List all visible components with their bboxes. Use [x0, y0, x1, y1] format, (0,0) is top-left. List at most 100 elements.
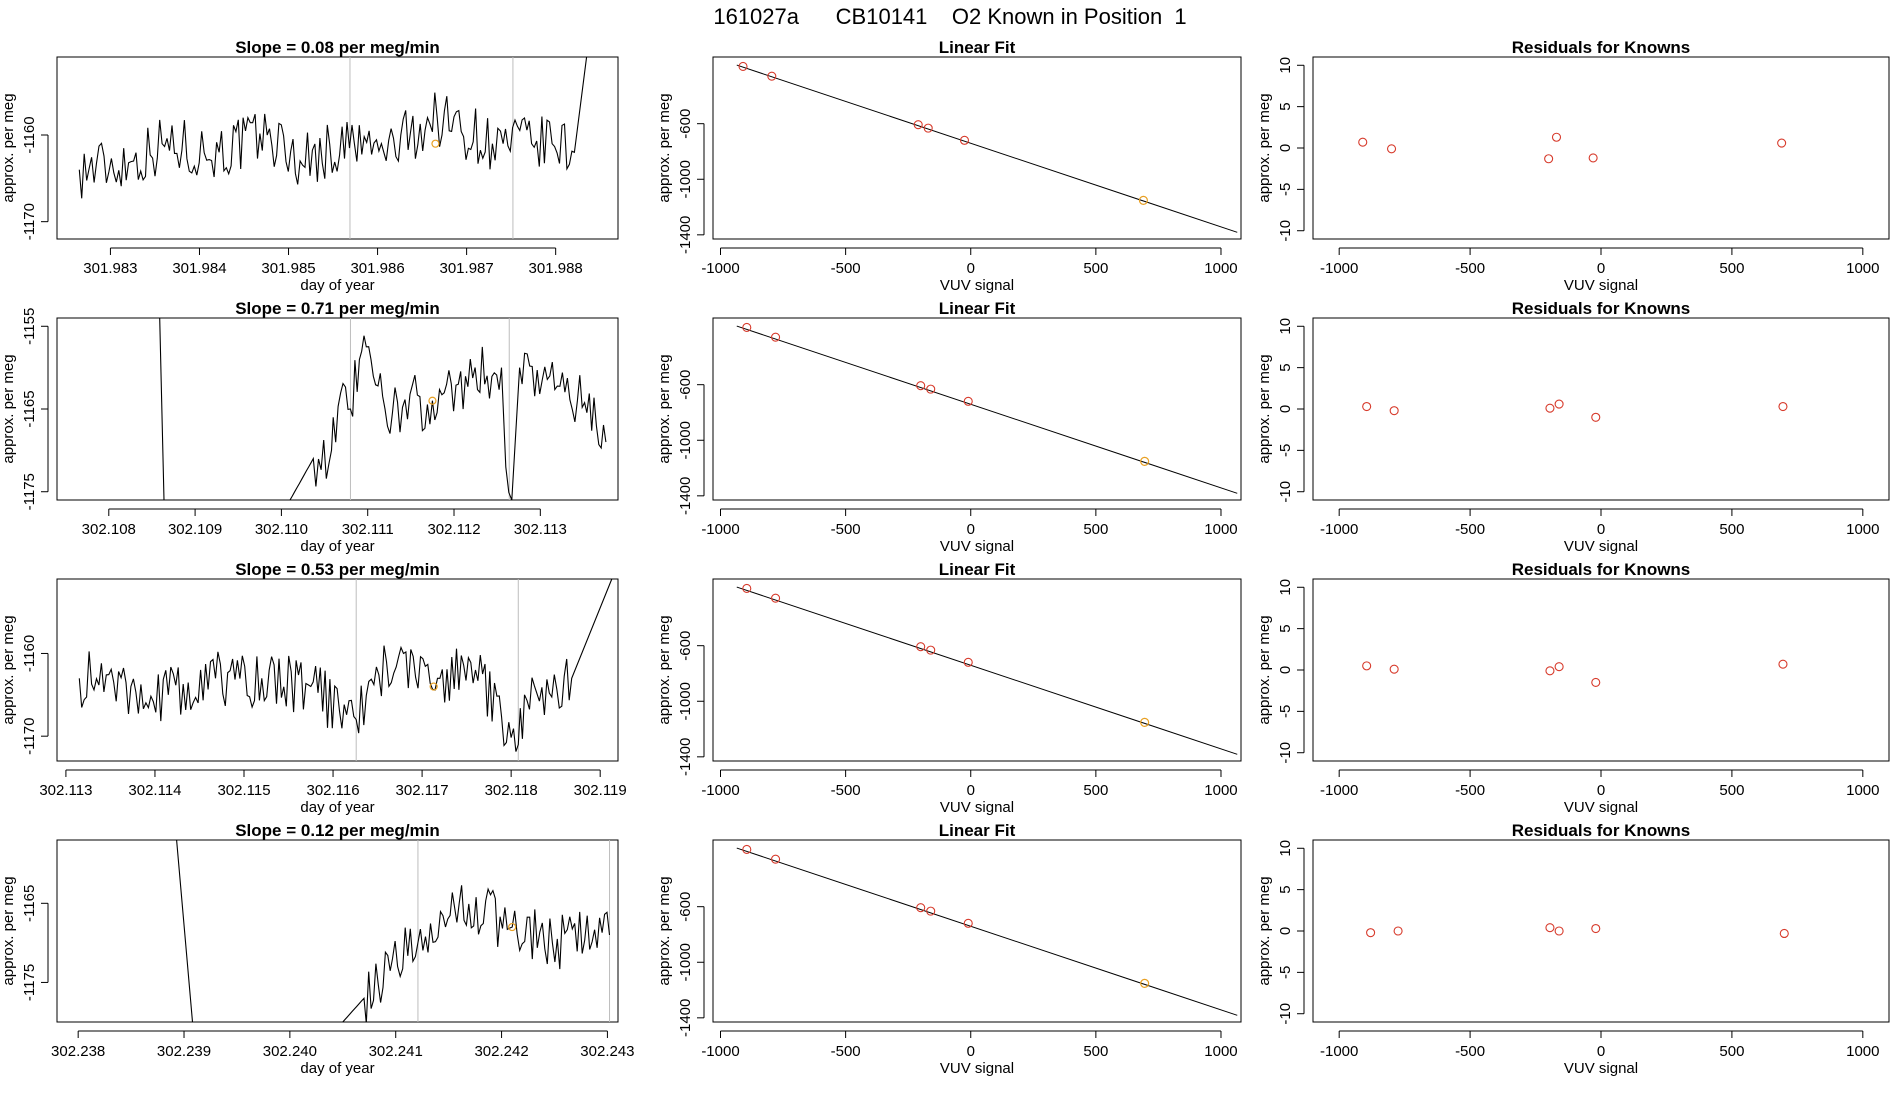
- x-tick-label: 302.112: [427, 521, 480, 538]
- y-tick-label: -1170: [21, 203, 38, 240]
- chart-panel-5: Linear Fit -1000 -500 0 500 1000 VUV signal -14…: [656, 299, 1242, 555]
- x-axis-label: VUV signal: [1564, 538, 1638, 555]
- y-tick-label: 0: [1277, 927, 1294, 935]
- chart-panel-8: Linear Fit -1000 -500 0 500 1000 VUV signal -14…: [656, 560, 1242, 816]
- chart-panel-6: Residuals for Knowns -1000 -500 0 500 1000 VUV…: [1256, 299, 1890, 555]
- data-layer: [736, 322, 1238, 494]
- x-tick-label: 302.116: [306, 782, 359, 799]
- y-axis-label: approx. per meg: [656, 876, 673, 985]
- y-tick-label: 5: [1277, 102, 1294, 110]
- x-tick-label: 302.115: [217, 782, 270, 799]
- chart-title: Slope = 0.12 per meg/min: [235, 821, 440, 840]
- y-axis-label: approx. per meg: [1256, 354, 1273, 463]
- y-axis-label: approx. per meg: [0, 93, 17, 202]
- known-point: [963, 918, 973, 928]
- x-tick-label: 500: [1083, 782, 1108, 799]
- x-tick-label: -1000: [1320, 521, 1358, 538]
- chart-title: Linear Fit: [939, 821, 1016, 840]
- current-marker: [431, 139, 440, 148]
- x-tick-label: 1000: [1204, 521, 1237, 538]
- x-tick-label: 302.113: [39, 782, 92, 799]
- x-tick-label: 302.119: [574, 782, 627, 799]
- y-axis-label: approx. per meg: [0, 876, 17, 985]
- plot-frame: [1312, 578, 1890, 762]
- y-tick-label: -1175: [21, 964, 38, 1001]
- plot-frame: [1312, 839, 1890, 1023]
- current-point: [1140, 717, 1150, 727]
- data-layer: [1362, 659, 1788, 687]
- y-tick-label: -5: [1277, 444, 1294, 457]
- x-tick-label: 302.110: [255, 521, 308, 538]
- known-point: [742, 583, 752, 593]
- residual-point: [1778, 659, 1788, 669]
- x-tick-label: 302.114: [128, 782, 181, 799]
- y-tick-label: -1400: [677, 999, 694, 1037]
- chart-panel-7: Slope = 0.53 per meg/min 302.113 302.114 30…: [0, 560, 627, 816]
- x-tick-label: -1000: [701, 1043, 739, 1060]
- x-axis-label: VUV signal: [1564, 799, 1638, 816]
- known-point: [926, 906, 936, 916]
- series-line-trace: [78, 57, 588, 199]
- series-line-trace: [176, 840, 611, 1022]
- current-point: [1138, 195, 1149, 205]
- data-layer: [1358, 132, 1787, 164]
- residual-point: [1386, 144, 1397, 154]
- x-tick-label: 0: [967, 1043, 975, 1060]
- data-layer: [736, 61, 1238, 233]
- chart-title: Slope = 0.53 per meg/min: [235, 560, 440, 579]
- chart-title: Slope = 0.08 per meg/min: [235, 38, 440, 57]
- current-marker: [429, 682, 438, 691]
- x-tick-label: -1000: [1320, 1043, 1358, 1060]
- residual-point: [1358, 137, 1368, 147]
- x-tick-label: -1000: [1320, 260, 1358, 277]
- x-tick-label: 500: [1083, 1043, 1108, 1060]
- known-point: [916, 642, 926, 652]
- data-layer: [736, 583, 1238, 755]
- residual-point: [1554, 926, 1564, 936]
- residual-point: [1545, 403, 1555, 413]
- residual-point: [1551, 132, 1562, 142]
- fit-line: [736, 586, 1238, 755]
- chart-panel-12: Residuals for Knowns -1000 -500 0 500 1000 VUV…: [1256, 821, 1890, 1077]
- y-tick-label: -10: [1277, 481, 1294, 503]
- series-line-trace: [78, 579, 613, 752]
- y-tick-label: 10: [1277, 840, 1294, 857]
- residual-point: [1778, 401, 1788, 412]
- fit-line: [736, 325, 1238, 494]
- y-tick-label: 10: [1277, 318, 1294, 335]
- y-tick-label: -1175: [21, 473, 38, 510]
- y-tick-label: -600: [677, 109, 694, 139]
- x-tick-label: 302.239: [157, 1043, 211, 1060]
- y-tick-label: -600: [677, 892, 694, 922]
- y-tick-label: -5: [1277, 966, 1294, 979]
- chart-panel-2: Linear Fit -1000 -500 0 500 1000 VUV signal -14…: [656, 38, 1242, 294]
- chart-panel-10: Slope = 0.12 per meg/min 302.238 302.239 30…: [0, 821, 635, 1077]
- x-tick-label: 301.983: [83, 260, 137, 277]
- y-axis-label: approx. per meg: [1256, 93, 1273, 202]
- chart-title: Residuals for Knowns: [1512, 38, 1691, 57]
- known-point: [771, 332, 781, 342]
- chart-title: Residuals for Knowns: [1512, 299, 1691, 318]
- x-tick-label: -500: [831, 782, 861, 799]
- x-tick-label: 301.988: [529, 260, 583, 277]
- y-axis-label: approx. per meg: [1256, 615, 1273, 724]
- x-tick-label: 302.108: [82, 521, 136, 538]
- x-tick-label: 0: [1597, 782, 1605, 799]
- data-layer: [78, 579, 613, 761]
- known-point: [771, 854, 781, 864]
- plot-frame: [712, 56, 1242, 240]
- page-title: 161027a CB10141 O2 Known in Position 1: [713, 4, 1187, 29]
- x-tick-label: 301.986: [350, 260, 404, 277]
- plot-frame: [56, 317, 619, 501]
- y-tick-label: -10: [1277, 742, 1294, 764]
- y-tick-label: 0: [1277, 144, 1294, 152]
- y-tick-label: -10: [1277, 220, 1294, 242]
- x-tick-label: 302.240: [263, 1043, 317, 1060]
- x-tick-label: 302.243: [580, 1043, 634, 1060]
- chart-panel-11: Linear Fit -1000 -500 0 500 1000 VUV signal -14…: [656, 821, 1242, 1077]
- x-tick-label: 1000: [1846, 1043, 1879, 1060]
- x-tick-label: 500: [1083, 260, 1108, 277]
- plot-frame: [56, 56, 619, 240]
